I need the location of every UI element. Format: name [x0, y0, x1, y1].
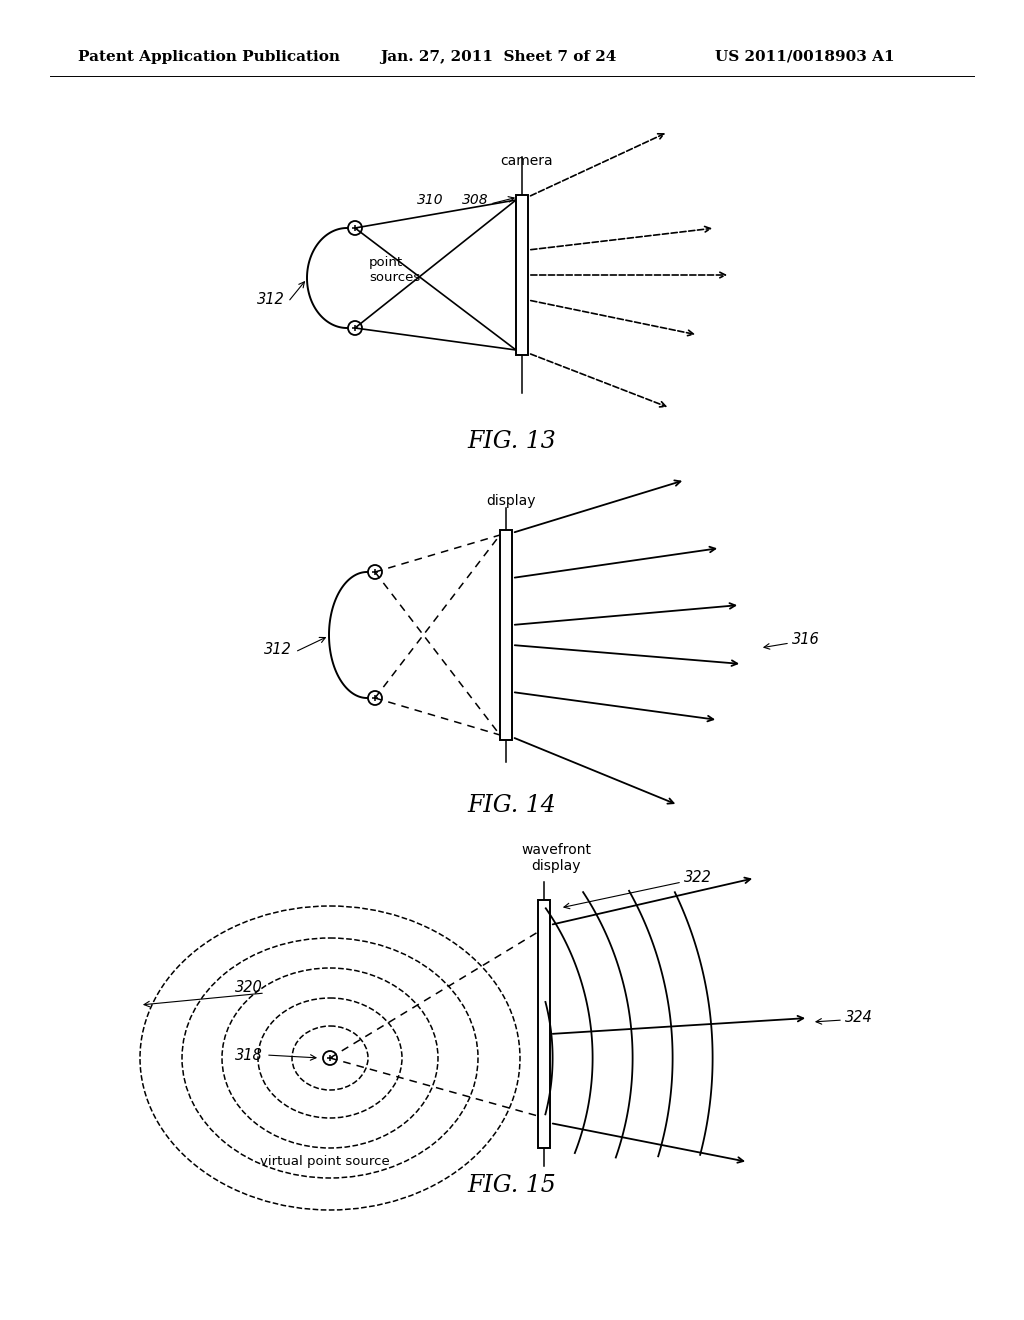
Text: 310: 310: [417, 193, 443, 207]
Text: point
sources: point sources: [369, 256, 420, 284]
Text: Patent Application Publication: Patent Application Publication: [78, 50, 340, 63]
Text: 324: 324: [845, 1011, 872, 1026]
Text: wavefront
display: wavefront display: [521, 842, 591, 873]
Text: FIG. 14: FIG. 14: [468, 795, 556, 817]
Text: 320: 320: [236, 981, 263, 995]
Bar: [538, 900, 550, 1148]
Bar: [500, 531, 512, 741]
Text: Jan. 27, 2011  Sheet 7 of 24: Jan. 27, 2011 Sheet 7 of 24: [380, 50, 616, 63]
Text: 316: 316: [792, 632, 820, 648]
Text: virtual point source: virtual point source: [260, 1155, 390, 1168]
Text: 312: 312: [257, 293, 285, 308]
Text: 322: 322: [684, 870, 712, 886]
Text: 308: 308: [462, 193, 488, 207]
Text: FIG. 15: FIG. 15: [468, 1173, 556, 1197]
Text: FIG. 13: FIG. 13: [468, 430, 556, 453]
Text: display: display: [486, 494, 536, 508]
Text: camera: camera: [501, 154, 553, 168]
Text: US 2011/0018903 A1: US 2011/0018903 A1: [715, 50, 895, 63]
Text: 318: 318: [236, 1048, 263, 1063]
Bar: [516, 195, 528, 355]
Text: 312: 312: [264, 643, 292, 657]
